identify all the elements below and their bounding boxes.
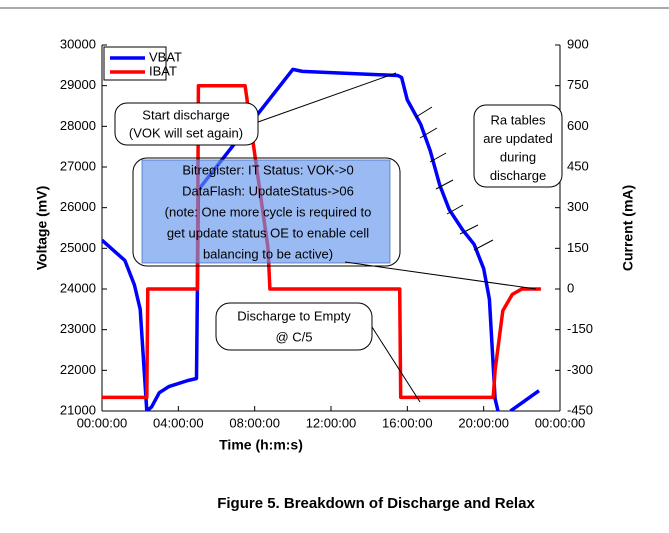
pointer <box>371 326 421 403</box>
ra-arrows <box>415 106 494 251</box>
annotation-highlight <box>141 159 391 264</box>
annotation-box <box>473 104 563 188</box>
y-tick-label: 30000 <box>60 36 96 51</box>
pointer <box>344 261 537 290</box>
pointer <box>257 72 397 123</box>
caption: Figure 5. Breakdown of Discharge and Rel… <box>217 495 535 512</box>
series-line <box>102 67 541 411</box>
x-axis-label: Time (h:m:s) <box>219 437 303 453</box>
x-tick-label: 12:00:00 <box>306 415 357 430</box>
annotation-text: (note: One more cycle is required to <box>165 204 372 219</box>
y2-tick-label: 600 <box>567 118 589 133</box>
x-tick-label: 08:00:00 <box>229 415 280 430</box>
y-tick-label: 24000 <box>60 280 96 295</box>
y2-tick-label: 150 <box>567 240 589 255</box>
y-tick-label: 21000 <box>60 402 96 417</box>
annotation-text: during <box>500 149 536 164</box>
annotation-text: get update status OE to enable cell <box>167 225 369 240</box>
y2-tick-label: 900 <box>567 36 589 51</box>
y2-axis-label: Current (mA) <box>620 185 636 271</box>
annotation-box <box>215 302 373 351</box>
legend-box <box>103 46 167 81</box>
x-tick-label: 00:00:00 <box>535 415 586 430</box>
y2-tick-label: -150 <box>567 321 593 336</box>
annotation-text: Ra tables <box>491 112 546 127</box>
y-tick-label: 27000 <box>60 158 96 173</box>
x-tick-label: 04:00:00 <box>153 415 204 430</box>
annotation-text: (VOK will set again) <box>129 125 243 140</box>
y-tick-label: 22000 <box>60 362 96 377</box>
y-tick-label: 26000 <box>60 199 96 214</box>
y2-tick-label: 300 <box>567 199 589 214</box>
annotation-text: Bitregister: IT Status: VOK->0 <box>182 162 353 177</box>
y-axis-label: Voltage (mV) <box>34 186 50 271</box>
annotation-text: @ C/5 <box>275 329 312 344</box>
annotation-text: Discharge to Empty <box>237 308 351 323</box>
x-tick-label: 20:00:00 <box>458 415 509 430</box>
y2-tick-label: 750 <box>567 77 589 92</box>
legend-label: IBAT <box>149 63 177 78</box>
annotation-box <box>114 102 259 146</box>
y-tick-label: 28000 <box>60 118 96 133</box>
annotation-text: discharge <box>490 168 546 183</box>
y-tick-label: 29000 <box>60 77 96 92</box>
y2-tick-label: 0 <box>567 280 574 295</box>
annotation-text: DataFlash: UpdateStatus->06 <box>182 183 354 198</box>
annotation-box <box>132 157 401 267</box>
y2-tick-label: -450 <box>567 402 593 417</box>
y2-tick-label: 450 <box>567 158 589 173</box>
y-tick-label: 23000 <box>60 321 96 336</box>
annotation-text: Start discharge <box>142 107 229 122</box>
annotation-text: balancing to be active) <box>203 246 333 261</box>
x-tick-label: 16:00:00 <box>382 415 433 430</box>
y2-tick-label: -300 <box>567 362 593 377</box>
annotation-text: are updated <box>483 131 552 146</box>
series-line <box>102 83 541 400</box>
y-tick-label: 25000 <box>60 240 96 255</box>
x-tick-label: 00:00:00 <box>77 415 128 430</box>
legend-label: VBAT <box>149 49 182 64</box>
